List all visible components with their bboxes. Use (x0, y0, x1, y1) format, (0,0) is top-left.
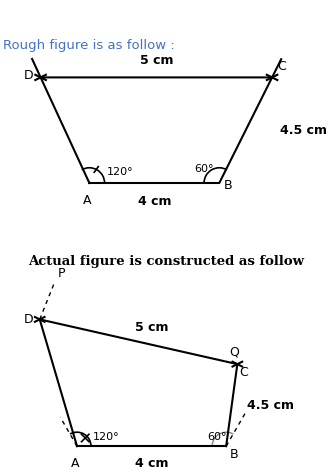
Text: 4.5 cm: 4.5 cm (247, 399, 294, 412)
Text: A: A (71, 456, 79, 470)
Text: 120°: 120° (93, 432, 119, 442)
Text: C: C (277, 60, 286, 73)
Text: 4 cm: 4 cm (135, 457, 168, 470)
Text: B: B (230, 448, 238, 461)
Text: 4 cm: 4 cm (138, 195, 171, 208)
Text: Rough figure is as follow :: Rough figure is as follow : (3, 39, 175, 51)
Text: 5 cm: 5 cm (140, 54, 173, 67)
Text: A: A (83, 194, 92, 208)
Text: C: C (239, 366, 248, 379)
Text: 120°: 120° (107, 167, 133, 177)
Text: 5 cm: 5 cm (135, 321, 168, 334)
Text: Q: Q (229, 346, 239, 358)
Text: 4.5 cm: 4.5 cm (280, 124, 327, 137)
Text: 60°: 60° (207, 432, 226, 442)
Text: P: P (58, 267, 65, 280)
Text: D: D (24, 69, 33, 82)
Text: Actual figure is constructed as follow: Actual figure is constructed as follow (29, 255, 304, 268)
Text: B: B (224, 178, 233, 191)
Text: D: D (23, 313, 33, 326)
Text: 60°: 60° (194, 164, 213, 174)
